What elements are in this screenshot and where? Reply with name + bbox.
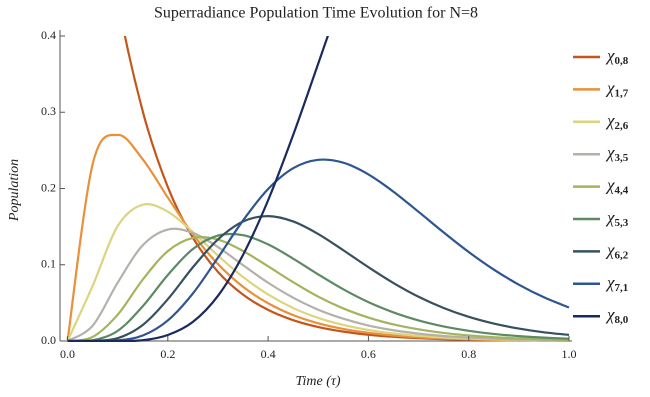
legend-label: χ4,4 bbox=[605, 176, 629, 197]
y-tick-label: 0.2 bbox=[41, 180, 56, 194]
legend-label: χ6,2 bbox=[605, 240, 629, 261]
y-axis-label: Population bbox=[7, 159, 22, 222]
y-tick-label: 0.3 bbox=[41, 104, 56, 118]
legend-label: χ3,5 bbox=[605, 143, 629, 164]
legend-label: χ5,3 bbox=[605, 208, 629, 229]
legend-label: χ0,8 bbox=[605, 46, 629, 67]
series-line bbox=[67, 158, 570, 342]
legend-label: χ7,1 bbox=[605, 273, 628, 294]
x-tick-label: 1.0 bbox=[562, 347, 577, 361]
y-tick-label: 0.4 bbox=[41, 28, 56, 42]
series-line bbox=[67, 36, 329, 342]
series-line bbox=[67, 235, 570, 342]
legend-label: χ1,7 bbox=[605, 78, 629, 99]
series-line bbox=[66, 227, 570, 342]
x-tick-label: 0.4 bbox=[261, 347, 276, 361]
x-tick-label: 0.2 bbox=[160, 347, 175, 361]
series-line bbox=[67, 215, 570, 342]
y-tick-label: 0.0 bbox=[41, 333, 56, 347]
y-tick-label: 0.1 bbox=[41, 257, 56, 271]
series-line bbox=[66, 203, 570, 342]
x-axis-label: Time (τ) bbox=[295, 374, 340, 389]
series-line bbox=[67, 232, 570, 342]
chart-title: Superradiance Population Time Evolution … bbox=[154, 5, 478, 22]
plot-area bbox=[66, 36, 570, 342]
x-tick-label: 0.6 bbox=[361, 347, 376, 361]
series-line bbox=[123, 36, 570, 342]
legend-label: χ2,6 bbox=[605, 111, 629, 132]
x-tick-label: 0.8 bbox=[461, 347, 476, 361]
legend-label: χ8,0 bbox=[605, 305, 629, 326]
x-tick-label: 0.0 bbox=[60, 347, 75, 361]
